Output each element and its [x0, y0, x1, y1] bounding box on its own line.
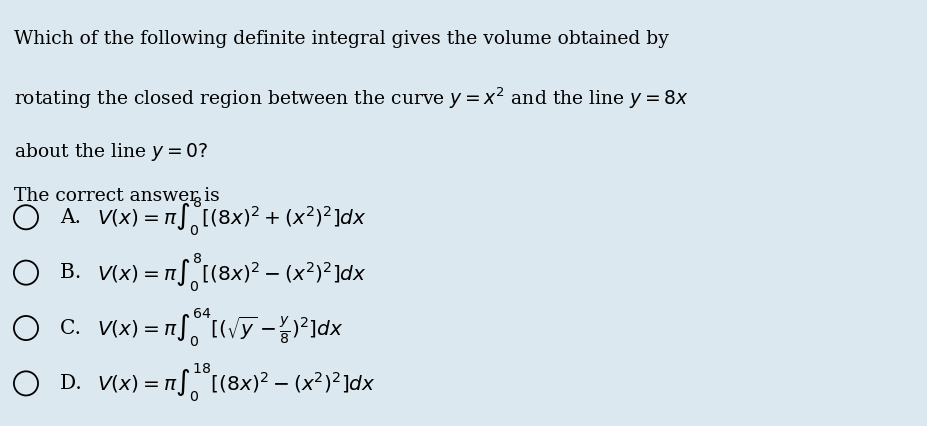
Text: $V(x) = \pi \int_0^{8}[(8x)^2 + (x^2)^2]dx$: $V(x) = \pi \int_0^{8}[(8x)^2 + (x^2)^2]…	[97, 196, 367, 239]
Text: $V(x) = \pi \int_0^{8}[(8x)^2 - (x^2)^2]dx$: $V(x) = \pi \int_0^{8}[(8x)^2 - (x^2)^2]…	[97, 251, 367, 294]
Text: about the line $y = 0?$: about the line $y = 0?$	[14, 141, 209, 163]
Text: Which of the following definite integral gives the volume obtained by: Which of the following definite integral…	[14, 30, 668, 48]
Text: rotating the closed region between the curve $y = x^2$ and the line $y = 8x$: rotating the closed region between the c…	[14, 85, 688, 111]
Text: The correct answer is: The correct answer is	[14, 187, 220, 205]
Text: D.: D.	[60, 374, 95, 393]
Text: C.: C.	[60, 319, 94, 337]
Text: $V(x) = \pi \int_0^{64}[(\sqrt{y} - \frac{y}{8})^2]dx$: $V(x) = \pi \int_0^{64}[(\sqrt{y} - \fra…	[97, 307, 344, 349]
Text: A.: A.	[60, 208, 94, 227]
Text: $V(x) = \pi \int_0^{18}[(8x)^2 - (x^2)^2]dx$: $V(x) = \pi \int_0^{18}[(8x)^2 - (x^2)^2…	[97, 362, 375, 405]
Text: B.: B.	[60, 263, 95, 282]
